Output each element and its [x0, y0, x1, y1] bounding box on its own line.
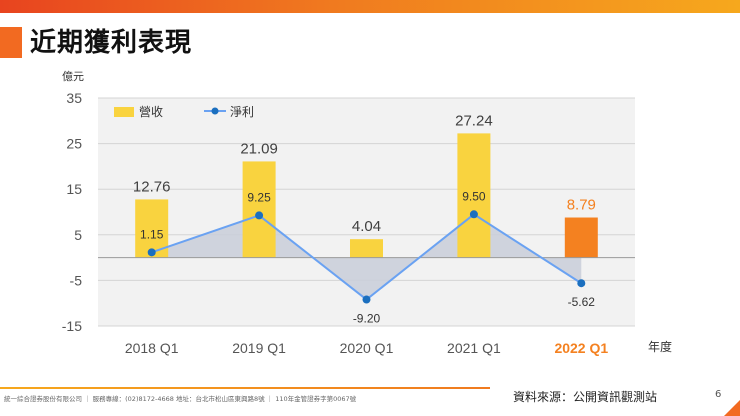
y-tick-label: 5: [74, 227, 82, 243]
y-tick-label: -15: [62, 318, 82, 334]
legend-revenue-swatch: [114, 107, 134, 117]
revenue-bar: [564, 217, 598, 258]
revenue-value-label: 4.04: [352, 218, 381, 235]
x-tick-label: 2021 Q1: [447, 340, 501, 356]
legend: 營收 淨利: [114, 105, 254, 119]
profit-marker: [255, 211, 264, 220]
gridlines: [98, 97, 635, 327]
legend-profit-label: 淨利: [230, 105, 254, 119]
revenue-bar: [350, 239, 383, 258]
page-title: 近期獲利表現: [30, 28, 193, 58]
legend-revenue-label: 營收: [139, 105, 163, 119]
top-accent-bar: [0, 0, 740, 13]
data-source: 資料來源：公開資訊觀測站: [513, 390, 658, 404]
x-tick-label: 2019 Q1: [232, 340, 286, 356]
profit-value-label: -5.62: [568, 295, 596, 309]
x-tick-label: 2020 Q1: [340, 340, 394, 356]
revenue-value-label: 8.79: [567, 197, 596, 214]
y-axis-unit: 億元: [62, 70, 84, 83]
footer-company-info: 統一綜合證券股份有限公司 ｜ 服務專線：(02)8172-4668 地址：台北市…: [4, 395, 357, 403]
page-number: 6: [715, 389, 722, 400]
y-tick-labels: 35 25 15 5 -5 -15: [62, 90, 82, 334]
y-tick-label: 15: [66, 181, 82, 197]
profit-value-label: -9.20: [353, 312, 381, 326]
revenue-value-label: 27.24: [455, 112, 493, 129]
x-tick-label: 2022 Q1: [554, 340, 608, 356]
profit-marker: [469, 210, 478, 219]
profit-marker: [577, 279, 586, 288]
title-accent-block: [0, 27, 22, 58]
profit-value-label: 1.15: [140, 227, 164, 241]
profit-line: [147, 210, 586, 304]
y-tick-label: -5: [70, 272, 83, 288]
data-labels: 12.76 21.09 4.04 27.24 8.79 1.15 9.25 -9.20 9.50…: [133, 112, 596, 325]
profit-marker: [147, 248, 156, 257]
profit-value-label: 9.50: [462, 189, 486, 203]
y-tick-label: 35: [66, 90, 82, 106]
legend-profit-marker: [211, 107, 219, 115]
y-tick-label: 25: [66, 136, 82, 152]
x-tick-label: 2018 Q1: [125, 340, 179, 356]
profit-value-label: 9.25: [247, 190, 271, 204]
revenue-bar: [457, 133, 491, 258]
profit-marker: [362, 295, 371, 304]
footer-divider: [0, 387, 490, 389]
corner-triangle: [724, 400, 740, 416]
revenue-value-label: 12.76: [133, 178, 171, 195]
x-axis-unit: 年度: [648, 340, 673, 354]
revenue-bars: [135, 133, 598, 258]
x-tick-labels: 2018 Q1 2019 Q1 2020 Q1 2021 Q1 2022 Q1: [125, 340, 609, 356]
revenue-value-label: 21.09: [240, 140, 278, 157]
revenue-bar: [242, 161, 276, 258]
